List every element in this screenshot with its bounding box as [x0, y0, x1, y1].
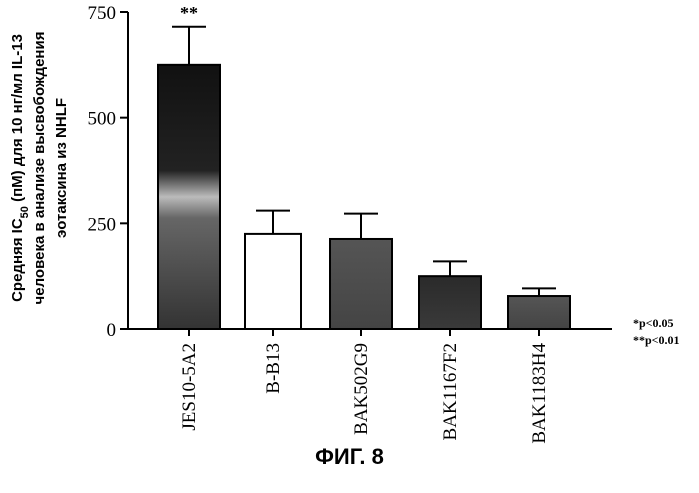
- y-axis-label: Средняя IC50 (пМ) для 10 нг/мл IL-13чело…: [9, 32, 70, 305]
- y-tick-label: 250: [88, 214, 117, 235]
- bar-b-b13: [245, 234, 301, 329]
- ylabel-line-1: Средняя IC50 (пМ) для 10 нг/мл IL-13: [9, 34, 31, 302]
- x-tick-label: JES10-5A2: [179, 343, 200, 431]
- figure-caption: ФИГ. 8: [0, 444, 699, 470]
- y-tick-label: 750: [88, 3, 117, 24]
- ylabel-line-3: эотаксина из NHLF: [53, 98, 70, 238]
- bar-bak1183h4: [508, 296, 570, 329]
- bar-bak502g9: [330, 239, 392, 329]
- legend-single-star: *p<0.05: [633, 316, 674, 331]
- y-tick-label: 500: [88, 109, 117, 130]
- y-tick-label: 0: [107, 320, 117, 341]
- significance-marker: **: [180, 3, 198, 23]
- bars: ** JES10-5A2 B-B13 BAK502G9 BAK1167F2 BAK1183…: [158, 3, 570, 444]
- bar-bak1167f2: [419, 276, 481, 329]
- x-tick-label: BAK1167F2: [440, 343, 461, 440]
- x-tick-label: BAK502G9: [351, 343, 372, 435]
- bar-jes10-5a2: [158, 65, 220, 329]
- x-tick-label: B-B13: [263, 343, 284, 394]
- x-tick-label: BAK1183H4: [529, 343, 550, 444]
- ylabel-line-2: человека в анализе высвобождения: [31, 32, 48, 305]
- legend-double-star: **p<0.01: [633, 333, 680, 348]
